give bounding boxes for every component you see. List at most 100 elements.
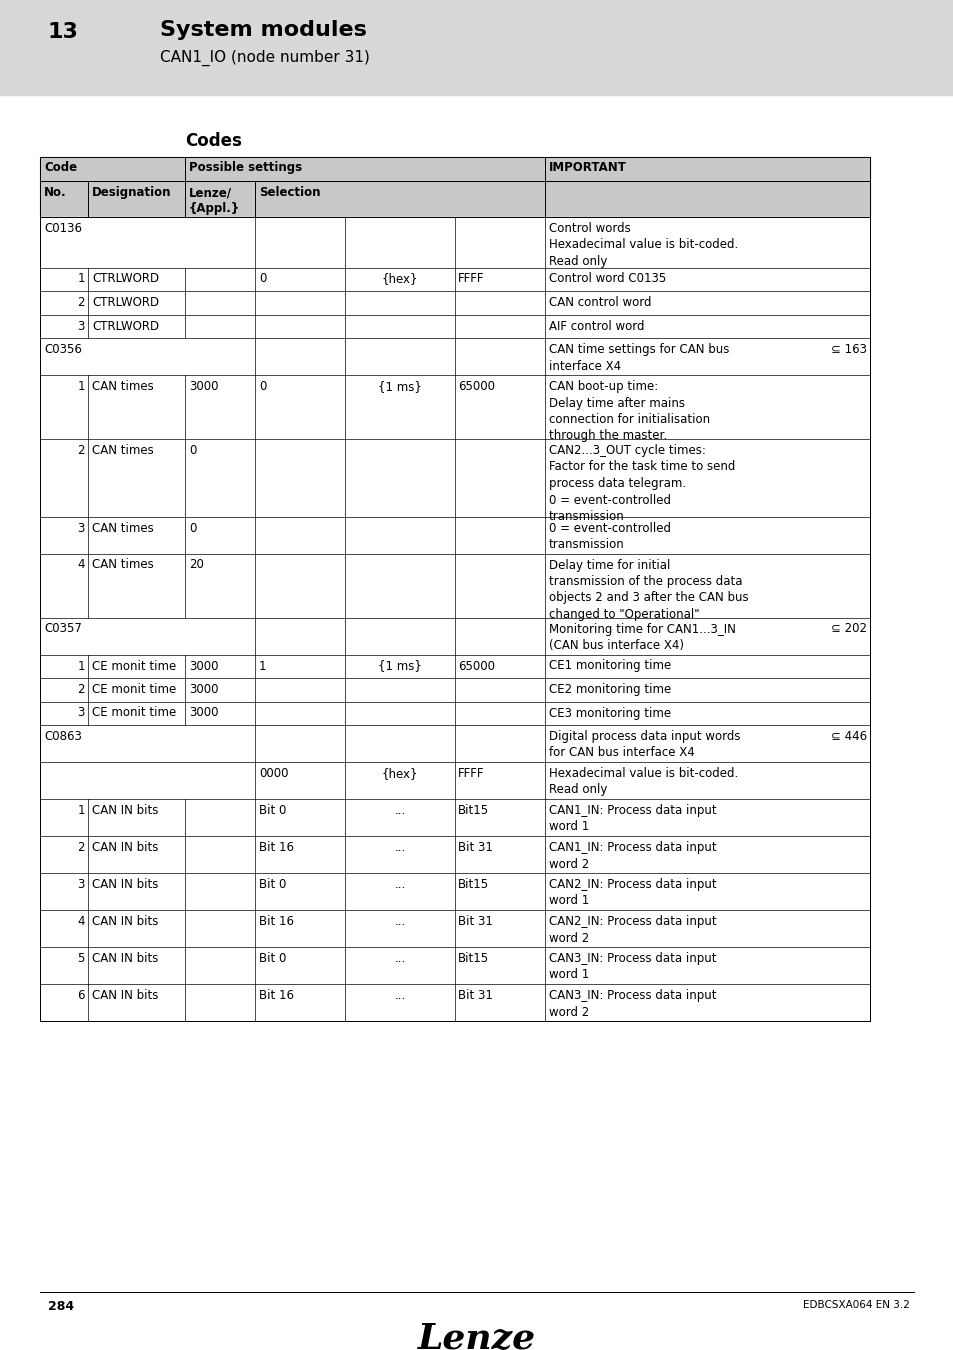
Text: CE monit time: CE monit time [91, 683, 176, 697]
Bar [40, 617, 869, 655]
Bar [40, 157, 869, 181]
Text: Delay time for initial
transmission of the process data
objects 2 and 3 after th: Delay time for initial transmission of t… [548, 559, 748, 621]
Text: CAN times: CAN times [91, 521, 153, 535]
Text: C0136: C0136 [44, 221, 82, 235]
Text: ⊆ 446: ⊆ 446 [830, 730, 866, 742]
Text: CAN boot-up time:
Delay time after mains
connection for initialisation
through t: CAN boot-up time: Delay time after mains… [548, 379, 709, 443]
Text: EDBCSXA064 EN 3.2: EDBCSXA064 EN 3.2 [802, 1300, 909, 1310]
Bar [40, 181, 869, 217]
Text: CAN1_IN: Process data input
word 1: CAN1_IN: Process data input word 1 [548, 805, 716, 833]
Text: Codes: Codes [185, 132, 242, 150]
Text: CE2 monitoring time: CE2 monitoring time [548, 683, 671, 697]
Text: Selection: Selection [258, 186, 320, 198]
Text: 6: 6 [77, 990, 85, 1002]
Text: ...: ... [394, 805, 405, 817]
Text: No.: No. [44, 186, 67, 198]
Text: 2: 2 [77, 841, 85, 855]
Text: {1 ms}: {1 ms} [377, 660, 421, 672]
Text: 1: 1 [77, 805, 85, 817]
Text: 3000: 3000 [189, 379, 218, 393]
Text: CAN IN bits: CAN IN bits [91, 805, 158, 817]
Text: CAN3_IN: Process data input
word 2: CAN3_IN: Process data input word 2 [548, 990, 716, 1018]
Bar [40, 267, 869, 292]
Text: C0356: C0356 [44, 343, 82, 356]
Text: 0: 0 [258, 273, 266, 285]
Bar [40, 799, 869, 836]
Text: ...: ... [394, 841, 405, 855]
Text: C0357: C0357 [44, 622, 82, 636]
Text: CAN time settings for CAN bus
interface X4: CAN time settings for CAN bus interface … [548, 343, 729, 373]
Text: CTRLWORD: CTRLWORD [91, 296, 159, 309]
Text: CE monit time: CE monit time [91, 706, 176, 720]
Text: Lenze/
{Appl.}: Lenze/ {Appl.} [189, 186, 240, 215]
Text: CAN1_IN: Process data input
word 2: CAN1_IN: Process data input word 2 [548, 841, 716, 871]
Text: Bit 16: Bit 16 [258, 990, 294, 1002]
Text: Bit 16: Bit 16 [258, 841, 294, 855]
Text: ⊆ 163: ⊆ 163 [830, 343, 866, 356]
Text: Bit 0: Bit 0 [258, 952, 286, 965]
Text: 2: 2 [77, 683, 85, 697]
Text: 1: 1 [77, 273, 85, 285]
Bar [40, 292, 869, 315]
Text: Digital process data input words
for CAN bus interface X4: Digital process data input words for CAN… [548, 730, 740, 760]
Text: 3: 3 [77, 320, 85, 332]
Text: 20: 20 [189, 559, 204, 571]
Text: ⊆ 202: ⊆ 202 [830, 622, 866, 636]
Text: 284: 284 [48, 1300, 74, 1314]
Text: Designation: Designation [91, 186, 172, 198]
Bar [40, 375, 869, 439]
Text: CE monit time: CE monit time [91, 660, 176, 672]
Text: FFFF: FFFF [457, 273, 484, 285]
Text: CAN times: CAN times [91, 559, 153, 571]
Bar [0, 0, 953, 95]
Text: CAN times: CAN times [91, 379, 153, 393]
Text: 4: 4 [77, 915, 85, 927]
Bar [40, 836, 869, 873]
Text: CAN1_IO (node number 31): CAN1_IO (node number 31) [160, 50, 370, 66]
Text: ...: ... [394, 878, 405, 891]
Text: Bit15: Bit15 [457, 805, 489, 817]
Text: AIF control word: AIF control word [548, 320, 644, 332]
Text: 0 = event-controlled
transmission: 0 = event-controlled transmission [548, 521, 670, 551]
Bar [40, 873, 869, 910]
Text: CAN IN bits: CAN IN bits [91, 990, 158, 1002]
Text: 1: 1 [77, 379, 85, 393]
Text: Control words
Hexadecimal value is bit-coded.
Read only: Control words Hexadecimal value is bit-c… [548, 221, 738, 269]
Text: CAN3_IN: Process data input
word 1: CAN3_IN: Process data input word 1 [548, 952, 716, 981]
Text: Bit 31: Bit 31 [457, 915, 493, 927]
Text: CAN2_IN: Process data input
word 1: CAN2_IN: Process data input word 1 [548, 878, 716, 907]
Text: ...: ... [394, 990, 405, 1002]
Text: CAN IN bits: CAN IN bits [91, 878, 158, 891]
Text: 3: 3 [77, 521, 85, 535]
Text: ...: ... [394, 952, 405, 965]
Text: System modules: System modules [160, 20, 367, 40]
Bar [40, 655, 869, 678]
Text: Bit15: Bit15 [457, 878, 489, 891]
Text: Lenze: Lenze [417, 1322, 536, 1350]
Text: 3000: 3000 [189, 706, 218, 720]
Text: 3000: 3000 [189, 683, 218, 697]
Text: CAN2_IN: Process data input
word 2: CAN2_IN: Process data input word 2 [548, 915, 716, 945]
Text: 13: 13 [48, 22, 79, 42]
Text: Monitoring time for CAN1...3_IN
(CAN bus interface X4): Monitoring time for CAN1...3_IN (CAN bus… [548, 622, 735, 652]
Bar [40, 338, 869, 375]
Text: {hex}: {hex} [381, 767, 417, 780]
Bar [40, 725, 869, 761]
Bar [40, 946, 869, 984]
Bar [40, 910, 869, 946]
Text: Bit 16: Bit 16 [258, 915, 294, 927]
Text: CTRLWORD: CTRLWORD [91, 273, 159, 285]
Text: Bit 0: Bit 0 [258, 878, 286, 891]
Text: CAN control word: CAN control word [548, 296, 651, 309]
Text: C0863: C0863 [44, 730, 82, 742]
Text: 1: 1 [258, 660, 266, 672]
Text: CAN2...3_OUT cycle times:
Factor for the task time to send
process data telegram: CAN2...3_OUT cycle times: Factor for the… [548, 444, 735, 522]
Text: 0: 0 [189, 521, 196, 535]
Text: CE1 monitoring time: CE1 monitoring time [548, 660, 671, 672]
Bar [40, 554, 869, 617]
Bar [40, 761, 869, 799]
Text: 0: 0 [258, 379, 266, 393]
Text: {hex}: {hex} [381, 273, 417, 285]
Text: 65000: 65000 [457, 379, 495, 393]
Bar [40, 315, 869, 338]
